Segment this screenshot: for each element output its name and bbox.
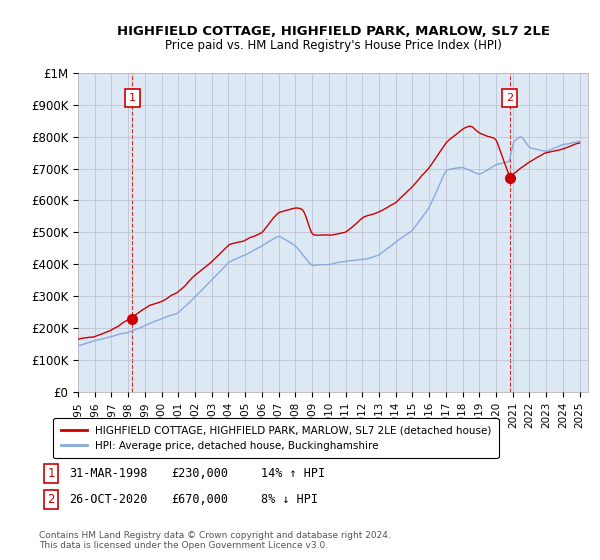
- Text: 31-MAR-1998: 31-MAR-1998: [69, 466, 148, 480]
- Text: 26-OCT-2020: 26-OCT-2020: [69, 493, 148, 506]
- Legend: HIGHFIELD COTTAGE, HIGHFIELD PARK, MARLOW, SL7 2LE (detached house), HPI: Averag: HIGHFIELD COTTAGE, HIGHFIELD PARK, MARLO…: [53, 418, 499, 458]
- Text: HIGHFIELD COTTAGE, HIGHFIELD PARK, MARLOW, SL7 2LE: HIGHFIELD COTTAGE, HIGHFIELD PARK, MARLO…: [116, 25, 550, 38]
- Text: 2: 2: [506, 94, 514, 104]
- Text: 1: 1: [47, 466, 55, 480]
- Text: Price paid vs. HM Land Registry's House Price Index (HPI): Price paid vs. HM Land Registry's House …: [164, 39, 502, 52]
- Text: £230,000: £230,000: [171, 466, 228, 480]
- Text: 1: 1: [129, 94, 136, 104]
- Text: 8% ↓ HPI: 8% ↓ HPI: [261, 493, 318, 506]
- Text: £670,000: £670,000: [171, 493, 228, 506]
- Text: Contains HM Land Registry data © Crown copyright and database right 2024.
This d: Contains HM Land Registry data © Crown c…: [39, 530, 391, 550]
- Text: 2: 2: [47, 493, 55, 506]
- Text: 14% ↑ HPI: 14% ↑ HPI: [261, 466, 325, 480]
